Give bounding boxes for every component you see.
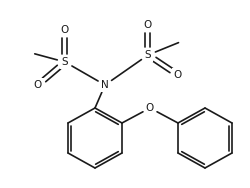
Text: S: S: [144, 50, 151, 60]
Text: O: O: [34, 80, 42, 90]
Text: S: S: [62, 57, 68, 67]
Text: O: O: [173, 70, 182, 80]
Text: O: O: [143, 20, 152, 30]
Text: O: O: [61, 25, 69, 35]
Text: O: O: [145, 103, 154, 113]
Text: N: N: [101, 80, 108, 90]
